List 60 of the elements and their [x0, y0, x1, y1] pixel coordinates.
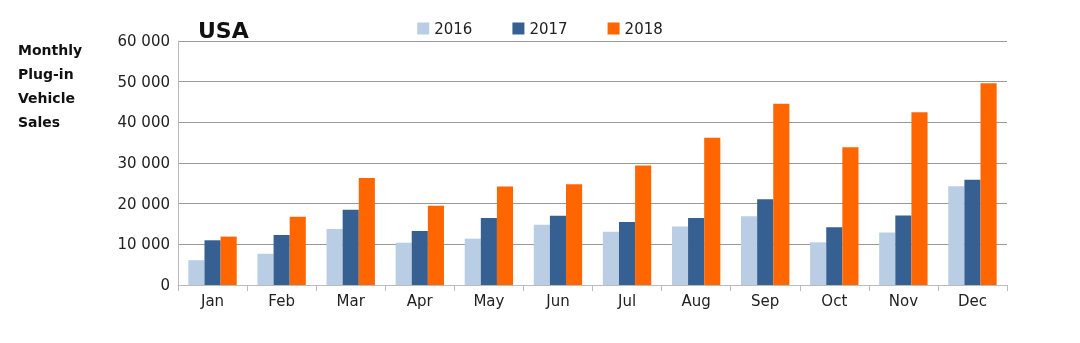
y-axis-title: Monthly Plug-in Vehicle Sales — [18, 42, 83, 130]
bar — [826, 227, 843, 285]
bar — [496, 186, 514, 285]
y-tick-label: 20 000 — [117, 194, 170, 213]
bar — [842, 147, 859, 285]
y-tick-label: 50 000 — [117, 72, 170, 91]
bar — [289, 216, 306, 285]
bar — [602, 231, 619, 285]
bar — [204, 240, 221, 285]
bar — [342, 209, 359, 285]
bar — [427, 205, 444, 285]
y-tick-label: 40 000 — [117, 113, 170, 132]
bar — [566, 184, 583, 285]
legend-label: 2018 — [624, 19, 663, 38]
bar — [618, 221, 636, 285]
x-tick-label: Jun — [545, 291, 570, 310]
bar — [326, 228, 343, 285]
x-tick-label: Nov — [888, 291, 919, 310]
bar — [358, 178, 375, 285]
legend-label: 2017 — [529, 19, 568, 38]
bar — [948, 186, 965, 285]
bar — [395, 242, 412, 285]
y-tick-label: 0 — [160, 276, 170, 294]
x-tick-label: Oct — [821, 291, 848, 310]
bar — [257, 253, 274, 285]
x-tick-label: Apr — [406, 291, 434, 310]
bar — [671, 226, 689, 285]
bar — [273, 234, 290, 285]
bar — [741, 216, 758, 285]
x-tick-label: Jan — [199, 291, 225, 310]
x-tick-label: Aug — [681, 291, 711, 310]
bar — [188, 260, 205, 285]
x-tick-label: Jul — [616, 291, 637, 310]
y-tick-label: 60 000 — [117, 32, 170, 50]
bar — [895, 215, 912, 285]
x-tick-label: Feb — [268, 291, 295, 310]
bar — [964, 179, 981, 285]
bar — [480, 217, 497, 285]
bar — [220, 236, 237, 285]
bar — [549, 215, 567, 285]
bar — [773, 103, 790, 285]
bar — [879, 232, 896, 285]
y-tick-label: 30 000 — [117, 154, 170, 172]
x-tick-label: May — [473, 291, 505, 310]
x-tick-label: Dec — [957, 291, 987, 310]
bar — [911, 112, 928, 285]
bar — [980, 83, 997, 285]
bar — [688, 217, 705, 285]
legend-label: 2016 — [434, 19, 473, 38]
x-tick-label: Sep — [751, 291, 780, 310]
chart-title: USA — [198, 17, 249, 43]
bar — [635, 165, 652, 285]
y-tick-label: 10 000 — [117, 235, 170, 254]
x-tick-label: Mar — [336, 291, 366, 310]
bar — [464, 238, 481, 285]
bar — [533, 224, 550, 285]
bar — [704, 137, 721, 285]
bar — [757, 199, 774, 285]
bar — [810, 242, 827, 285]
bar — [411, 230, 428, 285]
